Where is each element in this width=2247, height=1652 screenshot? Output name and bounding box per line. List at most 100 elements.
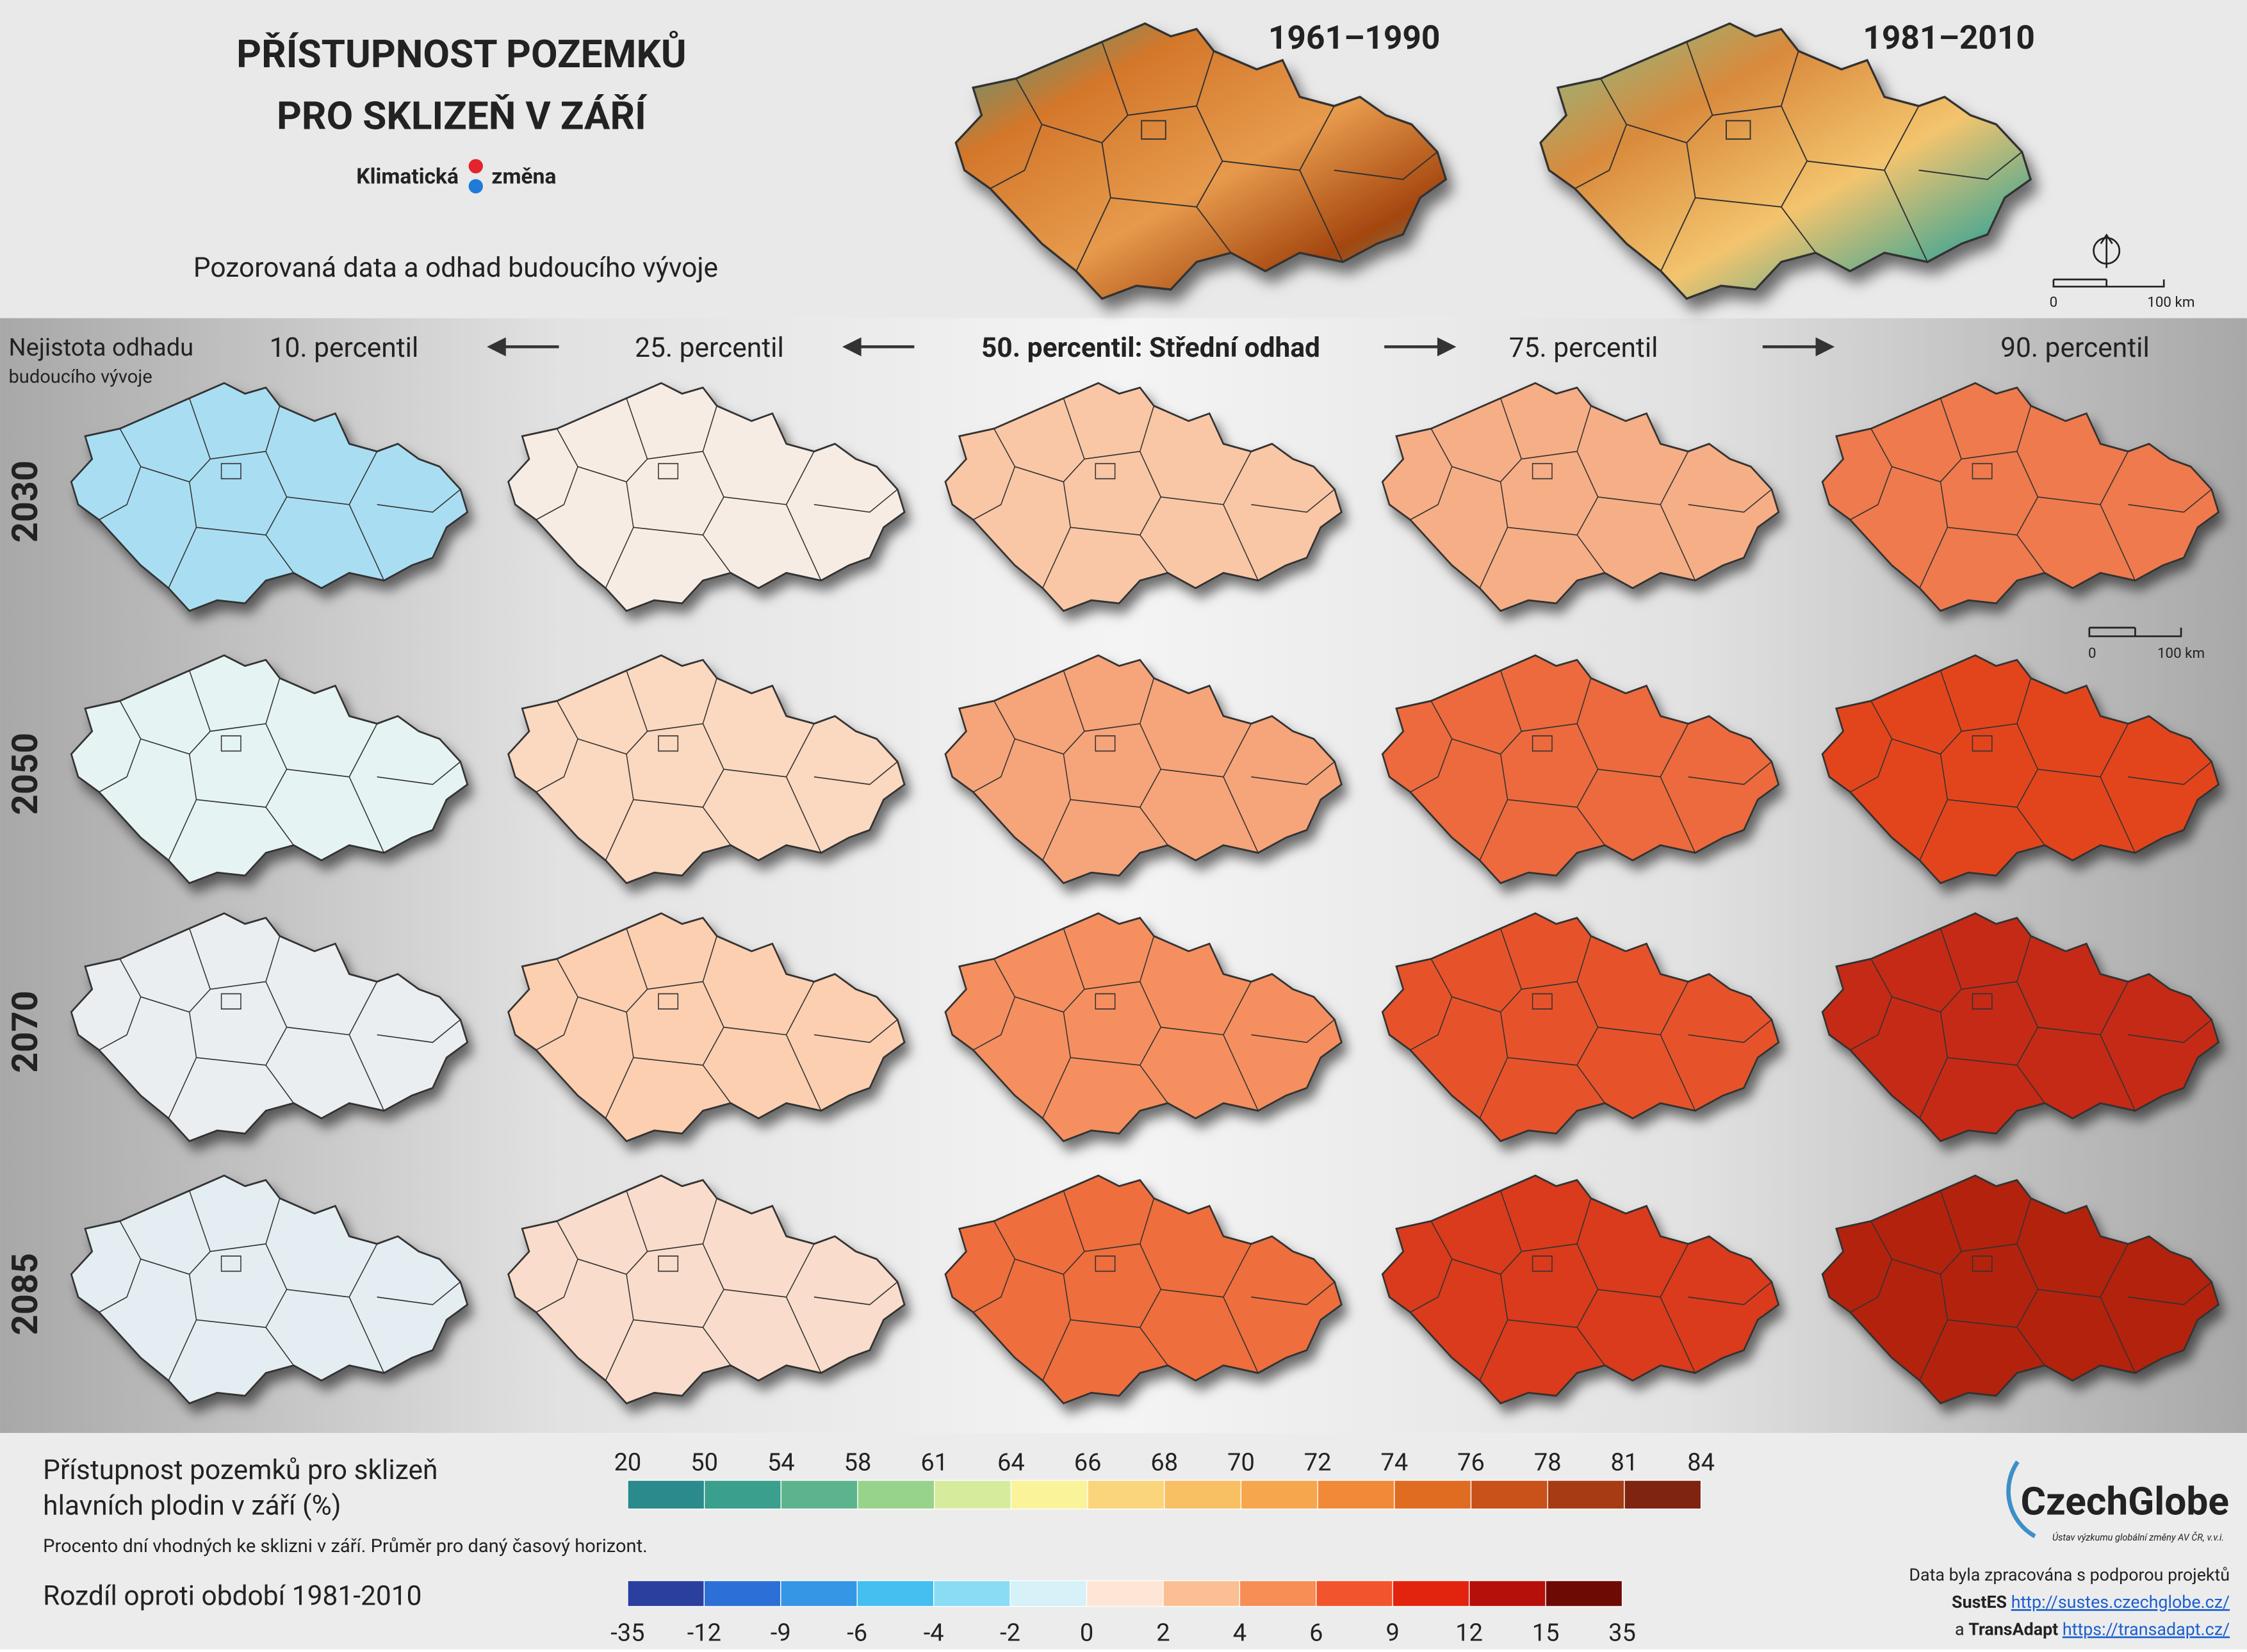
legend-swatch	[1470, 1480, 1548, 1510]
uncertainty-label: Nejistota odhadu	[8, 334, 193, 362]
title: PRO SKLIZEŇ V ZÁŘÍ	[277, 93, 648, 138]
legend-swatch	[1009, 1580, 1088, 1607]
legend-band	[0, 1433, 2247, 1649]
legend-swatch	[1545, 1580, 1623, 1607]
legend-tick-label: 74	[1380, 1448, 1408, 1476]
column-header: 90. percentil	[2000, 332, 2150, 364]
subtitle: Pozorovaná data a odhad budoucího vývoje	[193, 252, 718, 284]
legend-tick-label: 64	[997, 1448, 1025, 1476]
legend-swatch	[703, 1580, 781, 1607]
legend-swatch	[1010, 1480, 1088, 1510]
legend-tick-label: 20	[614, 1448, 642, 1476]
legend-swatch	[1086, 1580, 1164, 1607]
arrows	[487, 337, 1835, 357]
column-header: 10. percentil	[270, 332, 419, 364]
scale-label: 0	[2050, 294, 2058, 311]
legend-tick-label: 70	[1227, 1448, 1255, 1476]
legend-tick-label: 76	[1457, 1448, 1485, 1476]
project-link[interactable]: http://sustes.czechglobe.cz/	[2011, 1592, 2230, 1612]
legend-tick-label: 15	[1532, 1619, 1560, 1648]
legend-swatch	[1240, 1480, 1318, 1510]
row-label: 2030	[4, 461, 46, 543]
column-header: 25. percentil	[635, 332, 784, 364]
row-label: 2085	[4, 1253, 46, 1335]
row-label: 2070	[4, 991, 46, 1073]
project-name: TransAdapt	[1968, 1619, 2058, 1640]
legend-swatch	[1394, 1480, 1472, 1510]
conjunction: a	[1955, 1619, 1965, 1640]
scale-label: 0	[2088, 645, 2096, 662]
legend-tick-label: 72	[1304, 1448, 1332, 1476]
legend-swatch	[780, 1480, 858, 1510]
period-label: 1981–2010	[1863, 18, 2035, 57]
uncertainty-label: budoucího vývoje	[8, 366, 152, 388]
legend-title: hlavních plodin v září (%)	[43, 1491, 341, 1522]
column-header: 50. percentil: Střední odhad	[981, 332, 1320, 364]
legend-swatch	[1547, 1480, 1625, 1510]
legend-swatch	[627, 1480, 705, 1510]
org-logo: CzechGlobe	[2020, 1479, 2228, 1525]
legend-tick-label: 68	[1150, 1448, 1178, 1476]
credit: SustES http://sustes.czechglobe.cz/	[1952, 1592, 2230, 1612]
legend-swatch	[1087, 1480, 1165, 1510]
legend-tick-label: 35	[1608, 1619, 1636, 1648]
legend-swatch	[780, 1580, 858, 1607]
credit: Data byla zpracována s podporou projektů	[1909, 1565, 2230, 1585]
title: PŘÍSTUPNOST POZEMKŮ	[236, 30, 686, 77]
legend-swatch	[856, 1580, 935, 1607]
period-label: 1961–1990	[1268, 18, 1441, 57]
legend-tick-label: -2	[1000, 1619, 1020, 1648]
legend-swatch	[933, 1580, 1011, 1607]
logo-text: Klimatická	[356, 164, 459, 189]
legend-swatch	[857, 1480, 935, 1510]
scale-label: 100 km	[2157, 645, 2205, 662]
legend-tick-label: 2	[1156, 1619, 1170, 1648]
legend-swatch	[1239, 1580, 1317, 1607]
logo-dot	[468, 179, 483, 194]
legend-swatch	[1624, 1480, 1702, 1510]
legend-title: Přístupnost pozemků pro sklizeň	[43, 1455, 437, 1486]
legend-note: Procento dní vhodných ke sklizni v září.…	[43, 1535, 648, 1557]
legend-tick-label: 0	[1080, 1619, 1093, 1648]
legend-tick-label: 54	[767, 1448, 795, 1476]
org-sub: Ústav výzkumu globální změny AV ČR, v.v.…	[2052, 1531, 2224, 1543]
legend-swatch	[703, 1480, 781, 1510]
legend-tick-label: 81	[1611, 1448, 1638, 1476]
legend-swatch	[1163, 1580, 1241, 1607]
legend-swatch	[627, 1580, 705, 1607]
legend-tick-label: 84	[1687, 1448, 1715, 1476]
north-arrow	[2093, 233, 2121, 268]
legend-tick-label: 66	[1074, 1448, 1102, 1476]
logo-text: změna	[491, 164, 556, 189]
legend-swatch	[1316, 1580, 1393, 1607]
column-header: 75. percentil	[1509, 332, 1658, 364]
legend-tick-label: 50	[690, 1448, 718, 1476]
scale-bar	[2088, 626, 2182, 637]
row-label: 2050	[4, 733, 46, 815]
legend-swatch	[1392, 1580, 1470, 1607]
legend-tick-label: 4	[1233, 1619, 1246, 1648]
org-arc	[2006, 1460, 2036, 1539]
legend-swatch	[1317, 1480, 1395, 1510]
project-link[interactable]: https://transadapt.cz/	[2063, 1619, 2230, 1640]
legend-tick-label: -9	[771, 1619, 791, 1648]
scale-label: 100 km	[2147, 294, 2194, 311]
legend-swatch	[934, 1480, 1012, 1510]
legend-tick-label: -35	[610, 1619, 644, 1648]
logo-dot	[468, 159, 483, 174]
legend-tick-label: -4	[924, 1619, 944, 1648]
legend-tick-label: 12	[1455, 1619, 1483, 1648]
legend-tick-label: 9	[1386, 1619, 1400, 1648]
legend-tick-label: 78	[1534, 1448, 1562, 1476]
legend-tick-label: 6	[1309, 1619, 1323, 1648]
scale-bar	[2052, 278, 2165, 288]
legend-swatch	[1164, 1480, 1242, 1510]
legend-tick-label: 58	[844, 1448, 872, 1476]
legend-tick-label: -12	[687, 1619, 721, 1648]
credit: a TransAdapt https://transadapt.cz/	[1955, 1619, 2230, 1640]
legend-title: Rozdíl oproti období 1981-2010	[43, 1581, 421, 1612]
legend-swatch	[1469, 1580, 1546, 1607]
legend-tick-label: 61	[920, 1448, 948, 1476]
